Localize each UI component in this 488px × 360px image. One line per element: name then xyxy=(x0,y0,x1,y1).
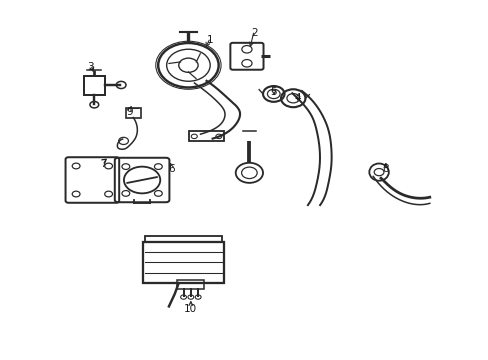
Bar xyxy=(125,108,141,118)
Text: 8: 8 xyxy=(382,164,388,174)
Text: 7: 7 xyxy=(100,159,106,169)
Bar xyxy=(177,280,203,289)
Text: 3: 3 xyxy=(87,62,94,72)
Text: 1: 1 xyxy=(206,35,213,45)
Bar xyxy=(189,131,224,141)
Text: 4: 4 xyxy=(294,93,301,103)
Text: 6: 6 xyxy=(168,164,174,174)
Text: 5: 5 xyxy=(270,87,277,97)
Bar xyxy=(83,76,105,95)
Bar xyxy=(145,236,222,242)
Text: 10: 10 xyxy=(184,304,197,314)
Text: 9: 9 xyxy=(126,107,133,117)
Text: 2: 2 xyxy=(250,28,257,38)
Bar xyxy=(143,242,224,283)
